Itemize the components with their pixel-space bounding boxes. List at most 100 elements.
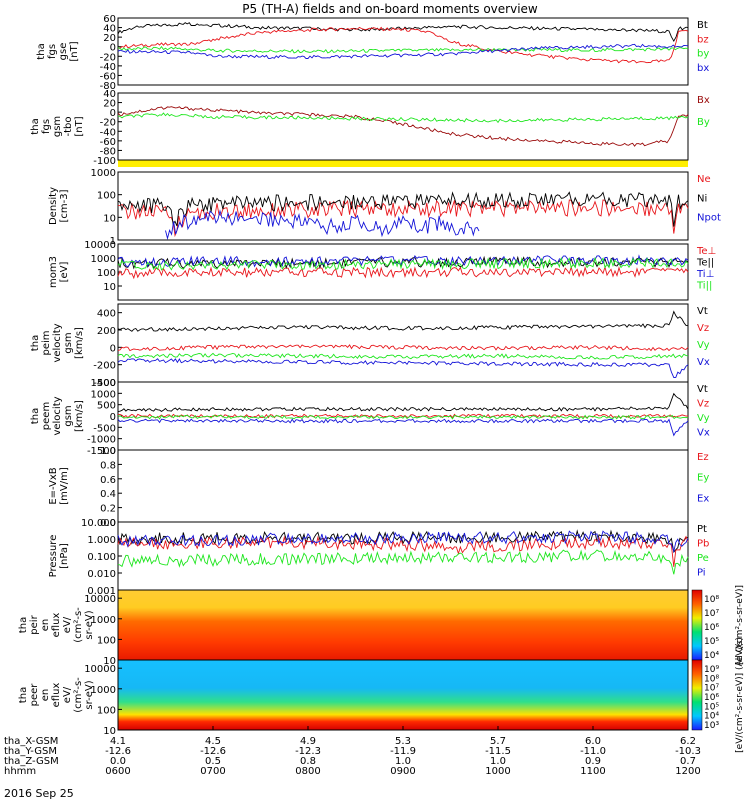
legend-entry: Vt bbox=[697, 306, 708, 317]
y-axis-label: sr-eV) bbox=[84, 680, 95, 709]
y-tick-label: 500 bbox=[97, 401, 116, 412]
y-tick-label: 1.000 bbox=[87, 535, 116, 546]
y-tick-label: 0.001 bbox=[87, 586, 116, 597]
y-axis-label: en bbox=[40, 689, 51, 702]
legend-entry: Vx bbox=[697, 428, 710, 439]
x-row-value: 5.3 bbox=[395, 736, 411, 747]
y-axis-label: (cm²-s- bbox=[73, 677, 84, 713]
legend-entry: Vx bbox=[697, 357, 710, 368]
legend-entry: Npot bbox=[697, 213, 721, 224]
y-tick-label: -400 bbox=[93, 378, 116, 389]
y-tick-label: -200 bbox=[93, 361, 116, 372]
y-axis-label: eflux bbox=[51, 613, 62, 638]
y-tick-label: 400 bbox=[97, 309, 116, 320]
series-line-fgs-gsm bbox=[117, 112, 689, 124]
panel-frame bbox=[117, 92, 689, 161]
y-axis-label: tha bbox=[30, 118, 41, 134]
x-row-value: 6.0 bbox=[585, 736, 601, 747]
y-tick-label: 10 bbox=[103, 282, 116, 293]
legend-entry: Ex bbox=[697, 493, 709, 504]
y-axis-label: en bbox=[40, 619, 51, 632]
series-line-fgs bbox=[117, 45, 689, 54]
x-row-value: 0600 bbox=[105, 766, 130, 777]
panel-peir-eflux: 10⁸ 10⁷ 10⁶ 10⁵ 10⁴ [eV/(cm²-s-sr-eV)] 10000 10… bbox=[18, 585, 745, 667]
x-row-value: -12.6 bbox=[105, 746, 131, 757]
x-row-value: 5.7 bbox=[490, 736, 506, 747]
x-row-value: 0.9 bbox=[585, 756, 601, 767]
colorbar-tick: 10⁴ bbox=[704, 651, 719, 661]
x-row-value: -10.3 bbox=[675, 746, 701, 757]
colorbar-tick: 10⁷ bbox=[704, 609, 719, 619]
x-row-value: -12.3 bbox=[295, 746, 321, 757]
x-row-value: 0.8 bbox=[300, 756, 316, 767]
legend-entry: bx bbox=[697, 63, 709, 74]
y-tick-label: 1000 bbox=[91, 254, 116, 265]
y-tick-label: -500 bbox=[93, 423, 116, 434]
panel-frame bbox=[117, 303, 689, 383]
y-tick-label: 100 bbox=[97, 635, 116, 646]
colorbar-peir-eflux bbox=[691, 589, 703, 661]
x-row-label: hhmm bbox=[4, 766, 36, 777]
y-axis-label: peim bbox=[41, 330, 52, 355]
x-row-value: 0.5 bbox=[205, 756, 221, 767]
y-axis-label: Density bbox=[48, 187, 59, 225]
legend-entry: Ez bbox=[697, 452, 709, 463]
y-tick-label: -40 bbox=[100, 127, 116, 138]
legend-entry: Vy bbox=[697, 413, 710, 424]
y-tick-label: 0.2 bbox=[100, 504, 116, 515]
x-row-value: 1100 bbox=[580, 766, 605, 777]
legend-entry: Ti⊥ bbox=[696, 269, 714, 280]
y-tick-label: 0 bbox=[110, 108, 116, 119]
y-axis-label: eV/ bbox=[62, 686, 73, 703]
spectrogram-peir-eflux bbox=[118, 590, 688, 660]
legend-entry: Ti|| bbox=[696, 281, 712, 292]
x-row-label: tha_Y-GSM bbox=[4, 746, 57, 757]
colorbar-label: [eV/(cm²-s-sr-eV)] bbox=[735, 585, 745, 665]
series-line-peim-vel bbox=[117, 352, 689, 360]
y-axis-label: fgs bbox=[41, 119, 52, 134]
y-tick-label: -80 bbox=[100, 81, 116, 92]
y-tick-label: 0 bbox=[110, 343, 116, 354]
y-tick-label: 1500 bbox=[91, 378, 116, 389]
y-tick-label: 40 bbox=[103, 89, 116, 100]
x-row-value: 4.1 bbox=[110, 736, 126, 747]
x-row-value: 0800 bbox=[295, 766, 320, 777]
y-axis-label: mom3 bbox=[48, 256, 59, 288]
x-row-value: 1.0 bbox=[490, 756, 506, 767]
x-row-value: 1.0 bbox=[395, 756, 411, 767]
colorbar-tick: 10⁵ bbox=[704, 637, 719, 647]
series-line-peim-vel bbox=[117, 310, 689, 332]
y-tick-label: 1000 bbox=[91, 615, 116, 626]
y-tick-label: 20 bbox=[103, 33, 116, 44]
series-line-fgs bbox=[117, 43, 689, 59]
y-axis-label: [nPa] bbox=[59, 543, 70, 569]
y-tick-label: 100 bbox=[97, 191, 116, 202]
panel-peim-vel: 400 200 0 -200 -400 tha peim velocity gsm [km/s] V… bbox=[30, 303, 710, 389]
y-axis-label: Pressure bbox=[48, 535, 59, 578]
y-axis-label: gse bbox=[58, 43, 69, 61]
y-tick-label: 10 bbox=[103, 726, 116, 737]
colorbar-tick: 10⁸ bbox=[704, 674, 719, 684]
legend-entry: By bbox=[697, 117, 710, 128]
colorbar-label: [eV/(cm²-s-sr-eV)] (All Qs) bbox=[735, 637, 745, 753]
y-tick-label: 0.0 bbox=[100, 518, 116, 529]
y-tick-label: -20 bbox=[100, 118, 116, 129]
legend-entry: Pi bbox=[697, 568, 706, 579]
y-tick-label: 0.4 bbox=[100, 489, 116, 500]
y-axis-label: gsm bbox=[63, 405, 74, 426]
series-line-fgs bbox=[117, 26, 689, 64]
y-axis-label: [mV/m] bbox=[59, 467, 70, 505]
y-axis-label: peir bbox=[29, 614, 40, 634]
series-line-density bbox=[117, 191, 689, 227]
spectrogram-peer-eflux bbox=[118, 660, 688, 730]
y-tick-label: 0.6 bbox=[100, 475, 116, 486]
y-tick-label: 10000 bbox=[84, 240, 116, 251]
x-row-value: -11.9 bbox=[390, 746, 416, 757]
legend-entry: Pt bbox=[697, 524, 707, 535]
y-axis-label: [km/s] bbox=[74, 327, 85, 359]
colorbar-tick: 10⁴ bbox=[704, 712, 719, 722]
